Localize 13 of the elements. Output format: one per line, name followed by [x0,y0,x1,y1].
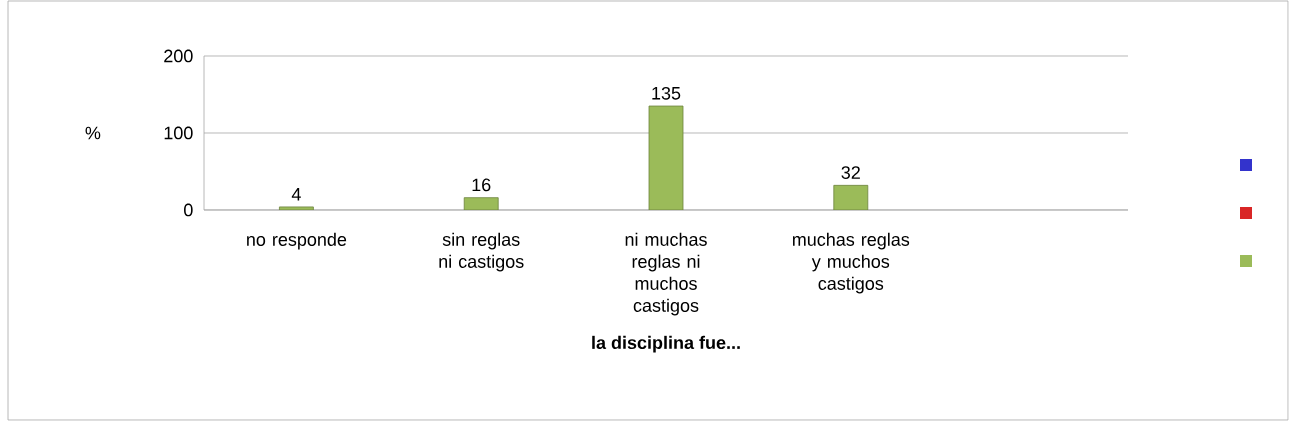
data-label: 135 [652,86,681,100]
x-tick-label: sin reglas ni castigos [439,232,524,272]
y-tick-label: 100 [164,126,193,140]
y-axis-title: % [85,126,101,140]
y-tick-label: 200 [164,49,193,63]
data-label: 4 [291,188,301,201]
data-label: 32 [841,166,860,179]
data-label: 16 [472,178,491,192]
x-tick-label: muchas reglas y muchos castigos [792,232,910,294]
x-axis-title: la disciplina fue... [592,335,740,353]
y-tick-label: 0 [184,203,193,217]
x-tick-label: no responde [247,232,347,250]
x-tick-label: ni muchas reglas ni muchos castigos [625,232,707,316]
